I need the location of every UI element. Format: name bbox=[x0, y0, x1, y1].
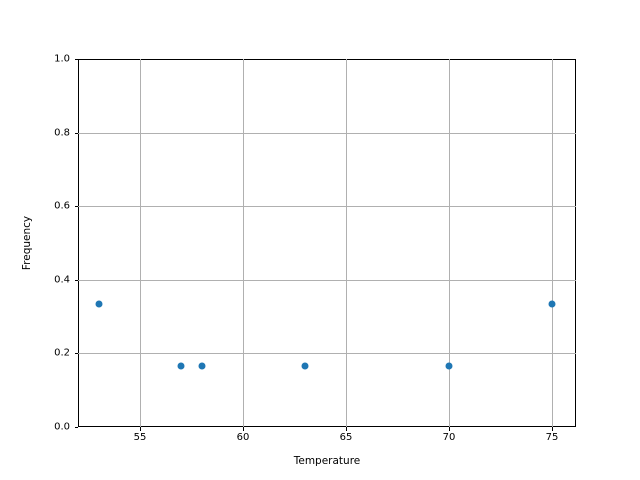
x-gridline bbox=[346, 59, 347, 427]
x-gridline bbox=[552, 59, 553, 427]
x-axis-label: Temperature bbox=[293, 455, 361, 467]
y-tick-label: 0.0 bbox=[54, 421, 70, 433]
x-tick-mark bbox=[346, 427, 347, 431]
plot-area bbox=[78, 59, 576, 427]
scatter-point bbox=[198, 362, 206, 370]
x-tick-mark bbox=[449, 427, 450, 431]
y-tick-label: 0.8 bbox=[54, 127, 70, 139]
y-tick-label: 1.0 bbox=[54, 53, 70, 65]
x-tick-label: 65 bbox=[339, 432, 353, 443]
x-gridline bbox=[140, 59, 141, 427]
y-gridline bbox=[78, 133, 576, 134]
x-tick-mark bbox=[243, 427, 244, 431]
y-gridline bbox=[78, 353, 576, 354]
x-gridline bbox=[449, 59, 450, 427]
y-axis-label: Frequency bbox=[21, 215, 33, 271]
y-tick-mark bbox=[74, 280, 78, 281]
scatter-point bbox=[95, 300, 103, 308]
x-gridline bbox=[243, 59, 244, 427]
scatter-point bbox=[445, 362, 453, 370]
y-tick-mark bbox=[74, 427, 78, 428]
y-tick-mark bbox=[74, 206, 78, 207]
x-tick-label: 75 bbox=[545, 432, 559, 443]
x-tick-mark bbox=[552, 427, 553, 431]
x-tick-label: 55 bbox=[133, 432, 147, 443]
x-tick-label: 70 bbox=[442, 432, 456, 443]
x-tick-label: 60 bbox=[236, 432, 250, 443]
y-tick-mark bbox=[74, 59, 78, 60]
scatter-point bbox=[177, 362, 185, 370]
y-gridline bbox=[78, 206, 576, 207]
y-tick-mark bbox=[74, 133, 78, 134]
x-tick-mark bbox=[140, 427, 141, 431]
y-gridline bbox=[78, 280, 576, 281]
y-tick-mark bbox=[74, 353, 78, 354]
y-tick-label: 0.6 bbox=[54, 200, 70, 212]
y-tick-label: 0.4 bbox=[54, 274, 70, 286]
scatter-point bbox=[548, 300, 556, 308]
y-tick-label: 0.2 bbox=[54, 347, 70, 359]
scatter-point bbox=[301, 362, 309, 370]
